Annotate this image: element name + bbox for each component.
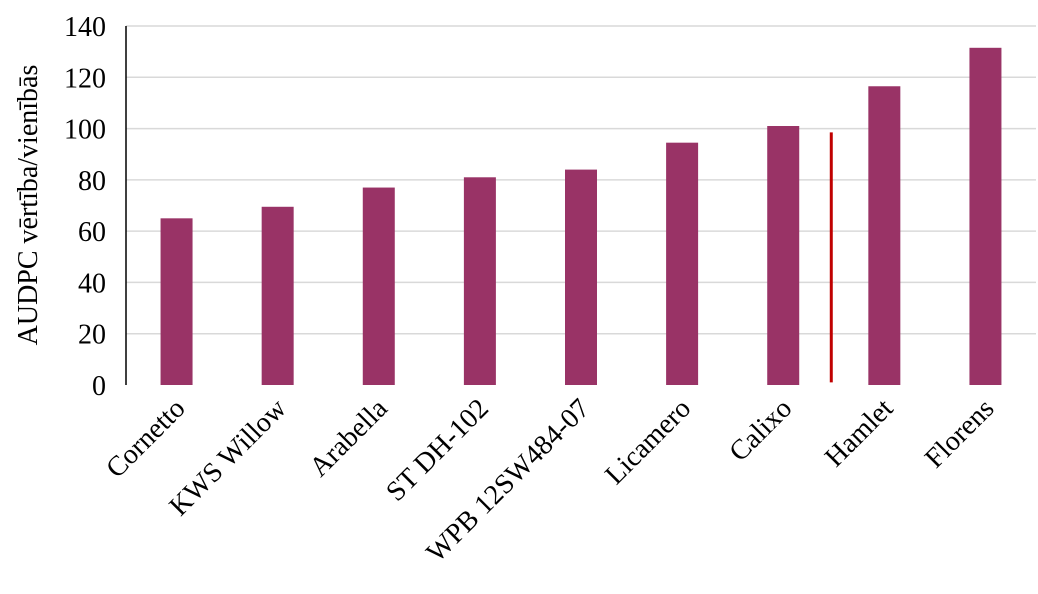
bar: [767, 126, 800, 385]
x-tick-label: Calixo: [723, 393, 798, 468]
bar: [969, 47, 1002, 386]
bar: [565, 169, 597, 385]
y-tick-label: 40: [78, 268, 106, 299]
y-tick-label: 80: [78, 166, 106, 197]
y-axis-title: AUDPC vērtība/vienībās: [13, 65, 44, 346]
y-tick-label: 140: [64, 12, 106, 43]
y-tick-labels: 0 20 40 60 80 100 120 140: [64, 12, 106, 402]
y-tick-label: 120: [64, 63, 106, 94]
bar-series: [160, 47, 1002, 386]
bar: [261, 206, 294, 385]
x-tick-label: Cornetto: [100, 393, 191, 484]
x-tick-label: Licamero: [599, 393, 697, 491]
bar: [160, 218, 193, 385]
y-tick-label: 100: [64, 115, 106, 146]
x-tick-label: Arabella: [304, 393, 394, 483]
bar: [463, 177, 496, 385]
x-tick-label: Florens: [919, 393, 1000, 474]
bar: [362, 187, 395, 385]
y-tick-label: 60: [78, 217, 106, 248]
y-tick-label: 0: [92, 371, 106, 402]
y-tick-label: 20: [78, 320, 106, 351]
bar: [666, 142, 699, 385]
x-tick-label: Hamlet: [819, 393, 899, 473]
bar: [868, 86, 901, 385]
